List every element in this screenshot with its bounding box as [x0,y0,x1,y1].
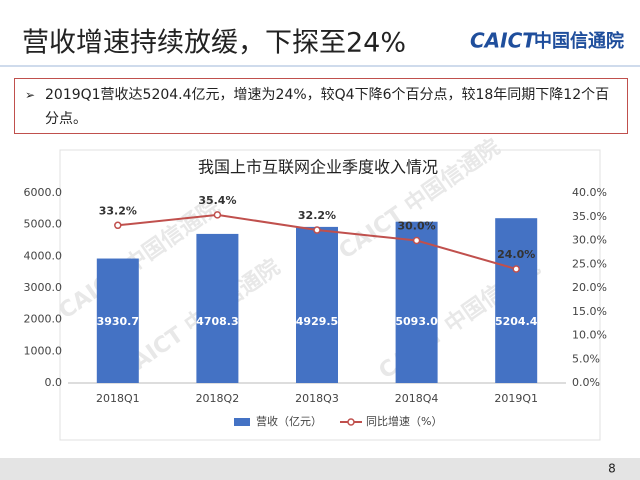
y2-tick-label: 30.0% [572,234,607,247]
y-tick-label: 5000.0 [24,218,63,231]
y-tick-label: 0.0 [45,376,63,389]
legend-swatch [347,418,355,426]
chart-title: 我国上市互联网企业季度收入情况 [198,158,438,177]
bar-value-label: 5204.4 [495,315,538,328]
line-point [512,265,520,273]
line-value-label: 33.2% [99,204,137,217]
line-point [213,211,222,219]
logo-mark: CAICT [470,29,537,53]
x-tick-label: 2018Q3 [295,392,339,405]
x-tick-label: 2018Q1 [96,392,140,405]
y2-tick-label: 0.0% [572,376,600,389]
line-point [313,226,321,234]
y2-tick-label: 40.0% [572,186,607,199]
y2-tick-label: 15.0% [572,305,607,318]
line-value-label: 32.2% [298,209,336,222]
y-tick-label: 2000.0 [24,313,63,326]
y-tick-label: 1000.0 [24,344,63,357]
y2-tick-label: 25.0% [572,257,607,270]
page-number: 8 [608,462,616,476]
bar-value-label: 4929.5 [296,315,338,328]
bullet-text: 2019Q1营收达5204.4亿元，增速为24%，较Q4下降6个百分点，较18年… [14,78,628,134]
line-value-label: 35.4% [198,194,236,207]
bar [196,233,239,383]
legend-label: 营收（亿元） [256,414,322,428]
x-tick-label: 2018Q2 [196,392,240,405]
y-tick-label: 6000.0 [24,186,63,199]
line-value-label: 30.0% [398,220,436,233]
x-tick-label: 2019Q1 [494,392,538,405]
y-tick-label: 4000.0 [24,249,63,262]
bar [495,218,538,383]
line-value-label: 24.0% [497,248,535,261]
footer-bar [0,458,640,480]
legend-label: 同比增速（%） [366,414,442,428]
bar [96,258,139,383]
y-tick-label: 3000.0 [24,281,63,294]
y2-tick-label: 10.0% [572,329,607,342]
bar-value-label: 5093.0 [395,315,438,328]
y2-tick-label: 35.0% [572,210,607,223]
line-point [412,236,421,245]
y2-tick-label: 5.0% [572,352,600,365]
bar [395,221,438,383]
bar [296,226,338,383]
legend-swatch [234,418,250,426]
x-tick-label: 2018Q4 [395,392,439,405]
slide-title: 营收增速持续放缓，下探至24% [22,28,406,59]
bar-value-label: 3930.7 [97,315,139,328]
bar-value-label: 4708.3 [196,315,238,328]
line-point [114,221,122,230]
y2-tick-label: 20.0% [572,281,607,294]
logo-text: 中国信通院 [534,30,624,52]
